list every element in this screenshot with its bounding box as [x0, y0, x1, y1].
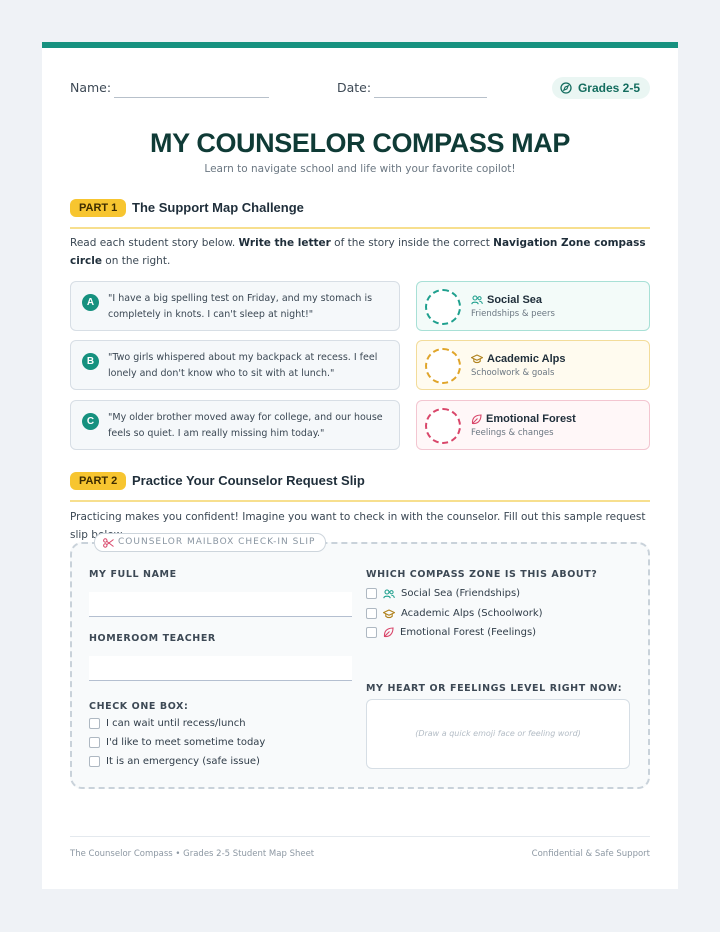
worksheet-page: Name: Date: Grades 2-5 MY COUNSELOR COMP…: [42, 42, 678, 889]
zone-answer-circle[interactable]: [425, 289, 461, 325]
checkbox[interactable]: [89, 756, 100, 767]
zone-subtitle: Friendships & peers: [471, 309, 555, 319]
full-name-field[interactable]: [89, 592, 352, 617]
compass-zone-label: WHICH COMPASS ZONE IS THIS ABOUT?: [366, 569, 598, 580]
page-title: MY COUNSELOR COMPASS MAP: [150, 128, 570, 158]
zone-title: Emotional Forest: [471, 413, 576, 425]
graduation-cap-icon: [383, 608, 395, 618]
story-card-a: A "I have a big spelling test on Friday,…: [70, 281, 400, 331]
grades-label: Grades 2-5: [577, 81, 640, 95]
part1-heading: PART 1 The Support Map Challenge: [70, 199, 650, 229]
date-label: Date:: [337, 80, 372, 95]
feelings-level-label: MY HEART OR FEELINGS LEVEL RIGHT NOW:: [366, 683, 623, 694]
footer-divider: [70, 836, 650, 837]
check-option[interactable]: I can wait until recess/lunch: [89, 718, 246, 729]
check-one-label: CHECK ONE BOX:: [89, 701, 189, 712]
accent-bar: [42, 42, 678, 48]
homeroom-teacher-field[interactable]: [89, 656, 352, 681]
zone-subtitle: Feelings & changes: [471, 428, 554, 438]
checkbox[interactable]: [89, 737, 100, 748]
people-icon: [383, 588, 395, 598]
zone-subtitle: Schoolwork & goals: [471, 368, 555, 378]
zone-title: Academic Alps: [471, 353, 565, 365]
name-label: Name:: [70, 80, 112, 95]
zone-title: Social Sea: [471, 294, 542, 306]
slip-tab: COUNSELOR MAILBOX CHECK-IN SLIP: [94, 533, 327, 552]
scissors-icon: [103, 537, 114, 548]
part2-heading: PART 2 Practice Your Counselor Request S…: [70, 472, 650, 502]
story-text: "My older brother moved away for college…: [108, 412, 383, 439]
checkbox[interactable]: [366, 627, 377, 638]
story-text: "I have a big spelling test on Friday, a…: [108, 293, 373, 320]
checkbox[interactable]: [366, 588, 377, 599]
date-field[interactable]: [374, 97, 487, 98]
page-subtitle: Learn to navigate school and life with y…: [204, 163, 516, 175]
people-icon: [471, 295, 483, 305]
request-slip: COUNSELOR MAILBOX CHECK-IN SLIP MY FULL …: [70, 533, 650, 789]
zone-card-academic-alps: Academic Alps Schoolwork & goals: [416, 340, 650, 390]
checkbox[interactable]: [366, 608, 377, 619]
graduation-cap-icon: [471, 354, 483, 364]
footer-right: Confidential & Safe Support: [531, 849, 650, 859]
story-card-b: B "Two girls whispered about my backpack…: [70, 340, 400, 390]
footer-left: The Counselor Compass • Grades 2-5 Stude…: [70, 849, 315, 859]
leaf-icon: [471, 413, 482, 424]
check-option[interactable]: It is an emergency (safe issue): [89, 756, 260, 767]
checkbox[interactable]: [89, 718, 100, 729]
zone-answer-circle[interactable]: [425, 408, 461, 444]
story-letter: B: [82, 353, 99, 370]
compass-icon: [560, 82, 572, 94]
homeroom-teacher-label: HOMEROOM TEACHER: [89, 633, 216, 644]
zone-answer-circle[interactable]: [425, 348, 461, 384]
full-name-label: MY FULL NAME: [89, 569, 177, 580]
feelings-drawing-box[interactable]: (Draw a quick emoji face or feeling word…: [366, 699, 630, 769]
part1-badge: PART 1: [70, 199, 127, 217]
part2-title: Practice Your Counselor Request Slip: [132, 473, 365, 488]
part1-instructions: Read each student story below. Write the…: [70, 237, 646, 267]
part1-title: The Support Map Challenge: [132, 200, 304, 215]
part2-badge: PART 2: [70, 472, 127, 490]
grades-badge: Grades 2-5: [551, 77, 650, 99]
zone-option[interactable]: Emotional Forest (Feelings): [366, 627, 536, 638]
leaf-icon: [383, 627, 394, 638]
story-text: "Two girls whispered about my backpack a…: [108, 352, 378, 379]
zone-card-social-sea: Social Sea Friendships & peers: [416, 281, 650, 331]
zone-card-emotional-forest: Emotional Forest Feelings & changes: [416, 400, 650, 450]
zone-option[interactable]: Social Sea (Friendships): [366, 588, 520, 599]
story-card-c: C "My older brother moved away for colle…: [70, 400, 400, 450]
name-field[interactable]: [114, 97, 269, 98]
zone-option[interactable]: Academic Alps (Schoolwork): [366, 608, 543, 619]
story-letter: A: [82, 294, 99, 311]
check-option[interactable]: I'd like to meet sometime today: [89, 737, 265, 748]
story-letter: C: [82, 413, 99, 430]
